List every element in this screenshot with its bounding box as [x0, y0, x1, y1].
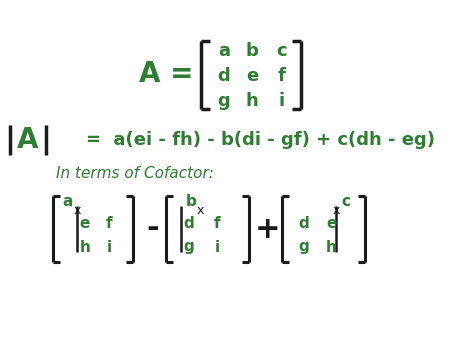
Text: i: i [215, 239, 220, 255]
Text: f: f [214, 216, 220, 232]
Text: h: h [246, 92, 258, 110]
Text: e: e [246, 67, 258, 85]
Text: x: x [73, 205, 81, 218]
Text: g: g [299, 239, 310, 255]
Text: a: a [218, 42, 230, 60]
Text: b: b [186, 194, 197, 209]
Text: d: d [218, 67, 230, 85]
Text: e: e [326, 216, 337, 232]
Text: In terms of Cofactor:: In terms of Cofactor: [56, 165, 214, 181]
Text: A =: A = [139, 60, 193, 88]
Text: i: i [107, 239, 112, 255]
Text: f: f [106, 216, 112, 232]
Text: +: + [255, 214, 280, 243]
Text: x: x [332, 205, 340, 218]
Text: =  a(ei - fh) - b(di - gf) + c(dh - eg): = a(ei - fh) - b(di - gf) + c(dh - eg) [86, 131, 435, 149]
Text: -: - [146, 214, 159, 243]
Text: a: a [63, 194, 73, 209]
Text: e: e [80, 216, 90, 232]
Text: b: b [246, 42, 258, 60]
Text: i: i [279, 92, 285, 110]
Text: h: h [326, 239, 337, 255]
Text: d: d [183, 216, 193, 232]
Text: c: c [277, 42, 287, 60]
Text: x: x [197, 205, 204, 218]
Text: f: f [278, 67, 286, 85]
Text: g: g [218, 92, 230, 110]
Text: A: A [17, 126, 39, 154]
Text: d: d [299, 216, 310, 232]
Text: h: h [80, 239, 91, 255]
Text: g: g [183, 239, 193, 255]
Text: c: c [341, 194, 350, 209]
